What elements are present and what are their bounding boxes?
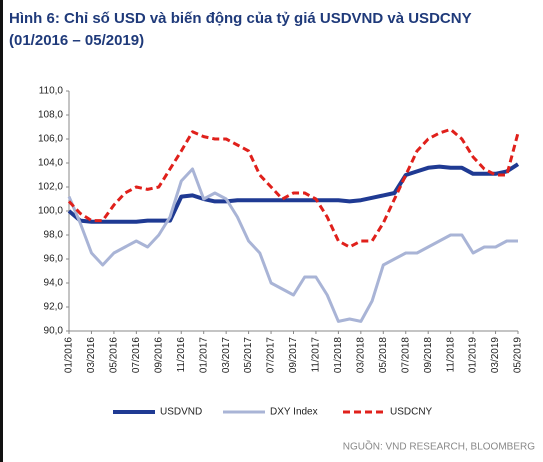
x-tick-label: 01/2016 (64, 337, 75, 374)
x-tick-label: 03/2017 (221, 337, 232, 374)
x-tick-label: 07/2016 (131, 337, 142, 374)
x-tick-label: 05/2016 (109, 337, 120, 374)
y-tick-label: 106,0 (38, 134, 63, 145)
chart-title: Hình 6: Chỉ số USD và biến động của tỷ g… (9, 10, 472, 49)
x-tick-label: 01/2019 (468, 337, 479, 374)
y-tick-label: 90,0 (44, 326, 64, 337)
x-tick-label: 09/2016 (153, 337, 164, 374)
y-tick-label: 104,0 (38, 158, 63, 169)
x-tick-label: 07/2017 (266, 337, 277, 374)
x-tick-label: 03/2018 (355, 337, 366, 374)
x-tick-label: 11/2018 (445, 337, 456, 373)
y-tick-label: 110,0 (39, 86, 64, 97)
y-tick-label: 94,0 (44, 278, 64, 289)
x-tick-label: 03/2016 (86, 337, 97, 374)
x-tick-label: 01/2018 (333, 337, 344, 374)
legend-label: USDVND (160, 407, 202, 418)
x-tick-label: 11/2016 (176, 337, 187, 373)
y-tick-label: 108,0 (38, 110, 63, 121)
legend-label: USDCNY (390, 407, 433, 418)
x-tick-label: 05/2018 (378, 337, 389, 374)
x-tick-label: 09/2018 (423, 337, 434, 374)
x-tick-label: 05/2017 (243, 337, 254, 374)
chart: NGUỒN: VND RESEARCH, BLOOMBERG 90,0 92,0 9… (38, 86, 535, 453)
y-tick-label: 96,0 (44, 254, 64, 265)
x-tick-label: 05/2019 (513, 337, 524, 374)
x-tick-label: 01/2017 (198, 337, 209, 374)
x-tick-label: 03/2019 (490, 337, 501, 374)
x-tick-label: 07/2018 (400, 337, 411, 374)
x-tick-label: 11/2017 (311, 337, 322, 373)
series-line (67, 167, 518, 323)
x-tick-label: 09/2017 (288, 337, 299, 374)
source: NGUỒN: VND RESEARCH, BLOOMBERG (343, 440, 535, 453)
y-tick-label: 102,0 (38, 182, 63, 193)
legend-label: DXY Index (270, 407, 318, 418)
series-line (67, 127, 520, 249)
y-tick-label: 100,0 (38, 206, 63, 217)
series-line (67, 162, 520, 224)
y-tick-label: 92,0 (44, 302, 64, 313)
y-tick-label: 98,0 (44, 230, 64, 241)
